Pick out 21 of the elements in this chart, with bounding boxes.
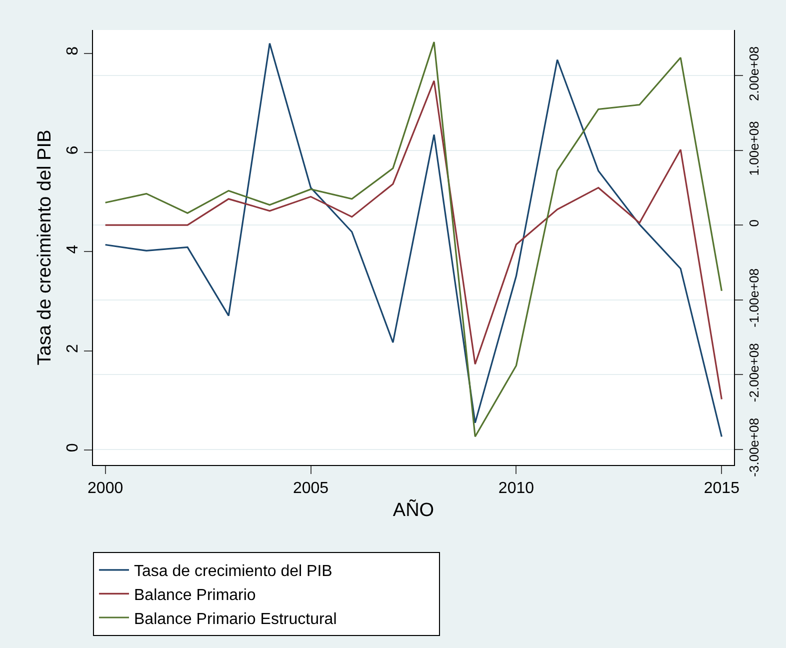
legend-label: Balance Primario Estructural: [134, 610, 337, 628]
y-tick-label: 0: [64, 443, 82, 452]
y-tick-label: 4: [64, 244, 82, 254]
y-tick-label: 2: [64, 344, 82, 353]
y2-tick-label: -2.00e+08: [746, 343, 762, 402]
y2-tick-label: 0: [746, 220, 762, 227]
x-tick-label: 2015: [704, 480, 740, 498]
line-series: [104, 80, 722, 400]
y-axis-title: Tasa de crecimiento del PIB: [34, 130, 56, 366]
legend-label: Tasa de crecimiento del PIB: [134, 563, 332, 580]
y2-tick-label: -3.00e+08: [746, 418, 762, 477]
x-tick-label: 2010: [498, 480, 534, 498]
x-axis-title: AÑO: [392, 499, 434, 521]
legend-label: Balance Primario: [134, 586, 256, 604]
x-tick-label: 2005: [292, 480, 329, 498]
y2-tick-label: -1.00e+08: [746, 268, 762, 328]
y2-tick-label: 2.00e+08: [746, 46, 762, 101]
y-tick-label: 6: [64, 146, 82, 155]
y2-tick-label: 1.00e+08: [746, 121, 762, 176]
y-tick-label: 8: [64, 46, 82, 56]
x-tick-label: 2000: [88, 480, 124, 498]
